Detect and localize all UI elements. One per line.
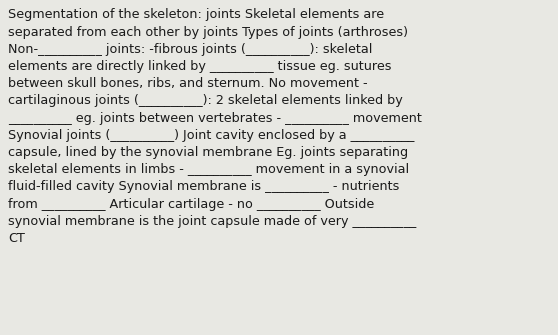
Text: Segmentation of the skeleton: joints Skeletal elements are
separated from each o: Segmentation of the skeleton: joints Ske… bbox=[8, 8, 422, 245]
